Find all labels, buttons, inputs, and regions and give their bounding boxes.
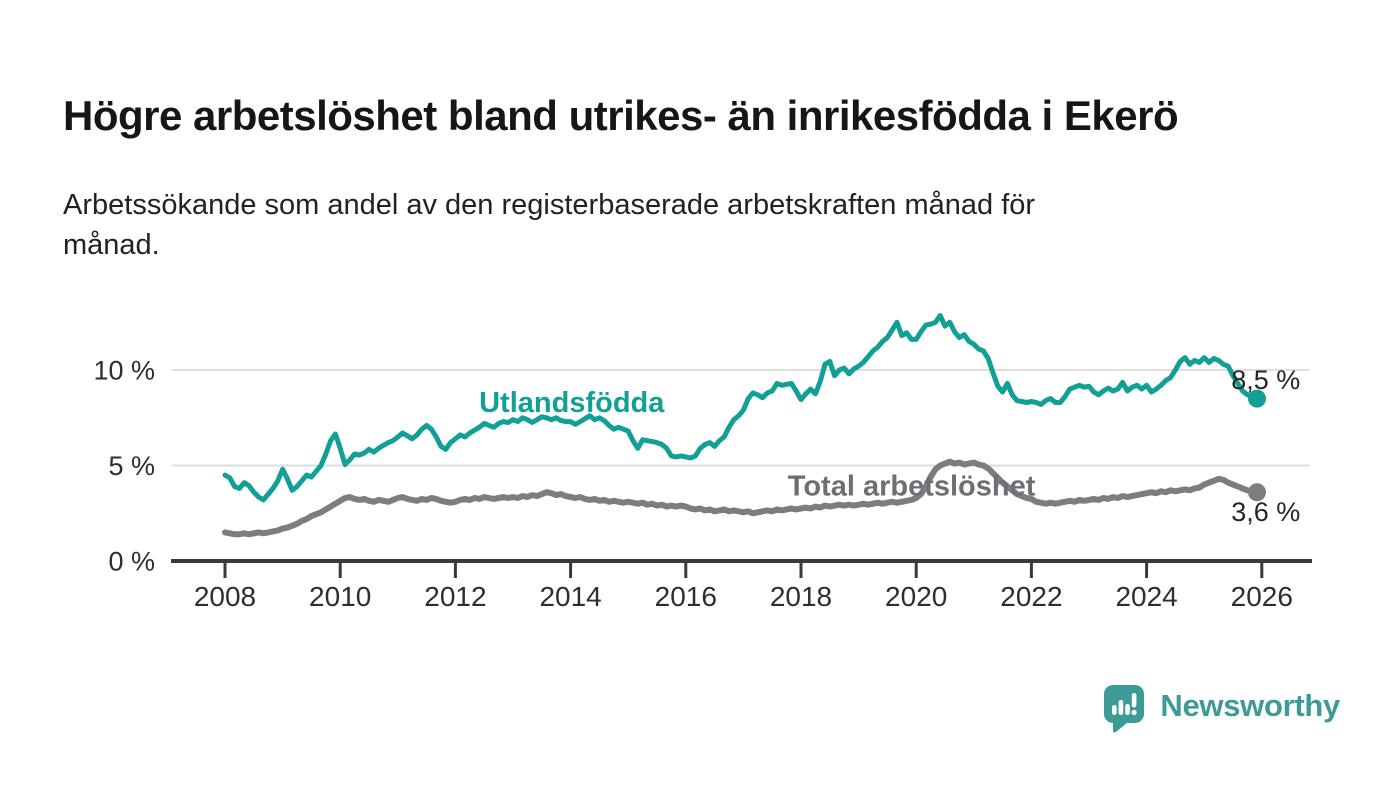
series-end-dot (1248, 483, 1266, 502)
x-tick-label: 2026 (1231, 581, 1293, 612)
end-value-label: 8,5 % (1231, 365, 1300, 395)
series-end-dot (1248, 389, 1266, 408)
end-value-label: 3,6 % (1231, 497, 1300, 527)
series-line-utlandsf-dda (222, 313, 1260, 503)
series-line-total-arbetsl-shet (222, 458, 1260, 538)
y-tick-label: 0 % (108, 547, 155, 577)
x-tick-label: 2016 (655, 581, 717, 612)
chart-title: Högre arbetslöshet bland utrikes- än inr… (63, 92, 1179, 140)
x-tick-label: 2014 (539, 581, 601, 612)
x-tick-label: 2008 (194, 581, 256, 612)
x-tick-label: 2012 (424, 581, 486, 612)
newsworthy-logo-icon (1104, 685, 1145, 733)
series-label: Utlandsfödda (479, 387, 665, 419)
brand-footer: Newsworthy (1103, 684, 1340, 734)
y-tick-label: 10 % (93, 356, 155, 386)
y-tick-label: 5 % (108, 451, 155, 481)
x-tick-label: 2010 (309, 581, 371, 612)
x-tick-label: 2020 (885, 581, 947, 612)
x-tick-label: 2022 (1000, 581, 1062, 612)
x-tick-label: 2024 (1115, 581, 1177, 612)
x-tick-label: 2018 (770, 581, 832, 612)
brand-name: Newsworthy (1160, 688, 1340, 723)
chart-subtitle: Arbetssökande som andel av den registerb… (63, 185, 1303, 265)
chart-subtitle-line: månad. (63, 229, 160, 261)
chart-subtitle-line: Arbetssökande som andel av den registerb… (63, 189, 1036, 221)
series-label: Total arbetslöshet (788, 471, 1036, 503)
